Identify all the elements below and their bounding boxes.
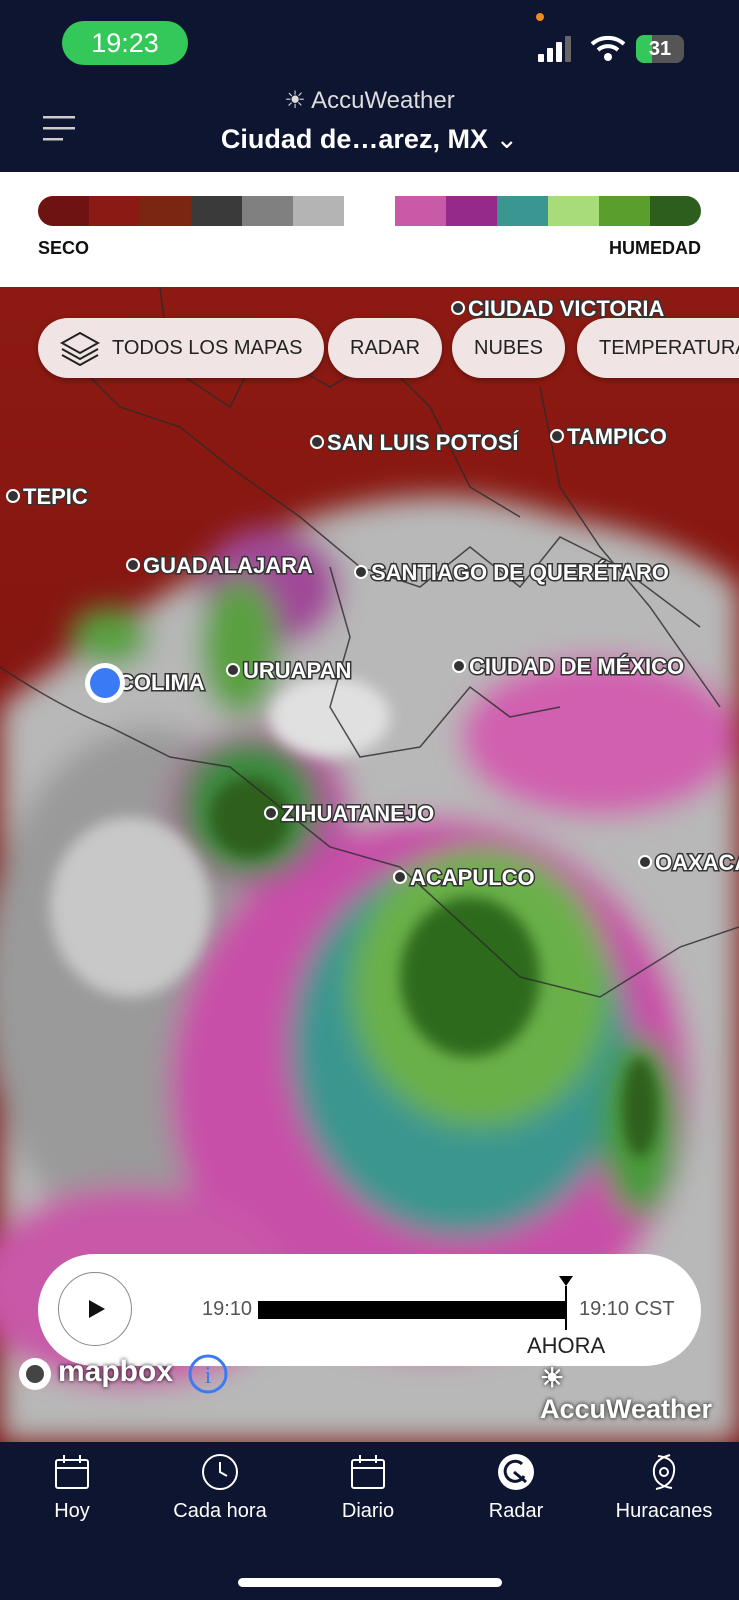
- nav-label: Cada hora: [173, 1500, 267, 1522]
- city-dot: [226, 663, 240, 677]
- chip-label: NUBES: [474, 337, 543, 359]
- battery: 31: [636, 35, 684, 63]
- city-label: TEPIC: [23, 484, 88, 509]
- city-dot: [393, 870, 407, 884]
- home-indicator: [238, 1578, 502, 1587]
- city-dot: [264, 806, 278, 820]
- legend-segment: [446, 196, 497, 226]
- status-bar: 19:23 31: [0, 0, 739, 86]
- timeline-cursor: [565, 1286, 567, 1330]
- legend-segment: [650, 196, 701, 226]
- nav-icon: [202, 1454, 238, 1490]
- chip-label: TEMPERATURA: [599, 337, 739, 359]
- brand-name: AccuWeather: [311, 87, 455, 114]
- accuweather-attribution: ☀ AccuWeather: [540, 1363, 713, 1424]
- signal-icon: [538, 36, 571, 62]
- wifi-icon: [590, 35, 626, 61]
- timeline-end: 19:10 CST: [579, 1298, 675, 1320]
- location-name: Ciudad de…arez, MX: [220, 124, 488, 154]
- city-label: ACAPULCO: [410, 865, 535, 890]
- legend-segment: [89, 196, 140, 226]
- city-label: SANTIAGO DE QUERÉTARO: [371, 560, 669, 585]
- city-labels: CIUDAD VICTORIA SAN LUIS POTOSÍ TAMPICO TEP…: [6, 295, 739, 892]
- city-label: OAXACA: [655, 850, 739, 875]
- status-time: 19:23: [62, 21, 188, 65]
- attribution-brand: AccuWeather: [540, 1394, 713, 1424]
- city-label: CIUDAD DE MÉXICO: [469, 654, 684, 679]
- city-label: CIUDAD VICTORIA: [468, 296, 664, 321]
- color-legend: SECO HUMEDAD: [0, 172, 739, 287]
- city-dot: [310, 435, 324, 449]
- nav-item[interactable]: Hoy: [0, 1452, 146, 1523]
- city-label: GUADALAJARA: [143, 553, 313, 578]
- city-dot: [452, 659, 466, 673]
- bottom-nav: Hoy Cada hora Diario Radar Huracanes: [0, 1442, 739, 1600]
- city-dot: [126, 558, 140, 572]
- nav-item[interactable]: Huracanes: [590, 1452, 738, 1523]
- timeline-start: 19:10: [202, 1298, 253, 1320]
- menu-button[interactable]: [43, 116, 75, 142]
- map-chip[interactable]: TEMPERATURA: [577, 318, 739, 378]
- legend-segment: [140, 196, 191, 226]
- city-label: TAMPICO: [567, 424, 667, 449]
- nav-icon: [652, 1454, 676, 1490]
- battery-level: 31: [648, 38, 672, 60]
- nav-icon: [55, 1455, 89, 1489]
- city-dot: [6, 489, 20, 503]
- legend-segment: [38, 196, 89, 226]
- borders: [0, 287, 739, 998]
- map-chip[interactable]: TODOS LOS MAPAS: [38, 318, 325, 378]
- city-dot: [638, 855, 652, 869]
- notification-dot: [536, 13, 544, 21]
- header: ☀ AccuWeather Ciudad de…arez, MX ⌄: [0, 86, 739, 172]
- legend-segment: [548, 196, 599, 226]
- map-chip[interactable]: NUBES: [452, 318, 565, 378]
- legend-segment: [344, 196, 395, 226]
- legend-segment: [599, 196, 650, 226]
- city-dot: [550, 429, 564, 443]
- timeline-track[interactable]: [258, 1301, 566, 1319]
- radar-map[interactable]: CIUDAD VICTORIA SAN LUIS POTOSÍ TAMPICO TEP…: [0, 287, 739, 1442]
- legend-low: SECO: [38, 238, 90, 258]
- map-canvas: CIUDAD VICTORIA SAN LUIS POTOSÍ TAMPICO TEP…: [0, 287, 739, 1442]
- legend-segment: [395, 196, 446, 226]
- legend-segment: [242, 196, 293, 226]
- timeline-now: AHORA: [527, 1333, 606, 1358]
- timeline: 19:10 19:10 CST AHORA: [38, 1254, 701, 1366]
- city-dot: [354, 565, 368, 579]
- city-label: COLIMA: [118, 670, 205, 695]
- nav-icon: [351, 1455, 385, 1489]
- info-button[interactable]: i: [187, 1353, 229, 1395]
- mapbox-attribution: mapbox: [58, 1355, 174, 1388]
- map-chip[interactable]: RADAR: [328, 318, 443, 378]
- legend-bar: [38, 196, 701, 226]
- svg-text:i: i: [205, 1363, 212, 1389]
- nav-item[interactable]: Cada hora: [146, 1452, 294, 1523]
- nav-label: Diario: [341, 1500, 395, 1522]
- legend-segment: [293, 196, 344, 226]
- cursor-arrow: [559, 1276, 573, 1286]
- legend-segment: [497, 196, 548, 226]
- chip-label: RADAR: [350, 337, 421, 359]
- location-selector[interactable]: Ciudad de…arez, MX ⌄: [220, 124, 519, 154]
- nav-item[interactable]: Diario: [294, 1452, 442, 1523]
- nav-item[interactable]: Radar: [442, 1452, 590, 1523]
- play-button[interactable]: [58, 1272, 132, 1346]
- location-marker: [90, 668, 120, 698]
- nav-label: Radar: [488, 1500, 544, 1522]
- legend-high: HUMEDAD: [609, 238, 701, 258]
- mapbox-logo: [19, 1358, 51, 1390]
- legend-segment: [191, 196, 242, 226]
- city-dot: [451, 301, 465, 315]
- nav-label: Huracanes: [615, 1500, 713, 1522]
- city-label: URUAPAN: [243, 658, 351, 683]
- city-label: ZIHUATANEJO: [281, 801, 434, 826]
- nav-label: Hoy: [54, 1500, 90, 1522]
- brand: ☀ AccuWeather: [284, 87, 455, 114]
- city-label: SAN LUIS POTOSÍ: [327, 430, 519, 455]
- nav-icon: [498, 1454, 534, 1490]
- layers-icon: [60, 331, 100, 366]
- chip-label: TODOS LOS MAPAS: [112, 337, 303, 359]
